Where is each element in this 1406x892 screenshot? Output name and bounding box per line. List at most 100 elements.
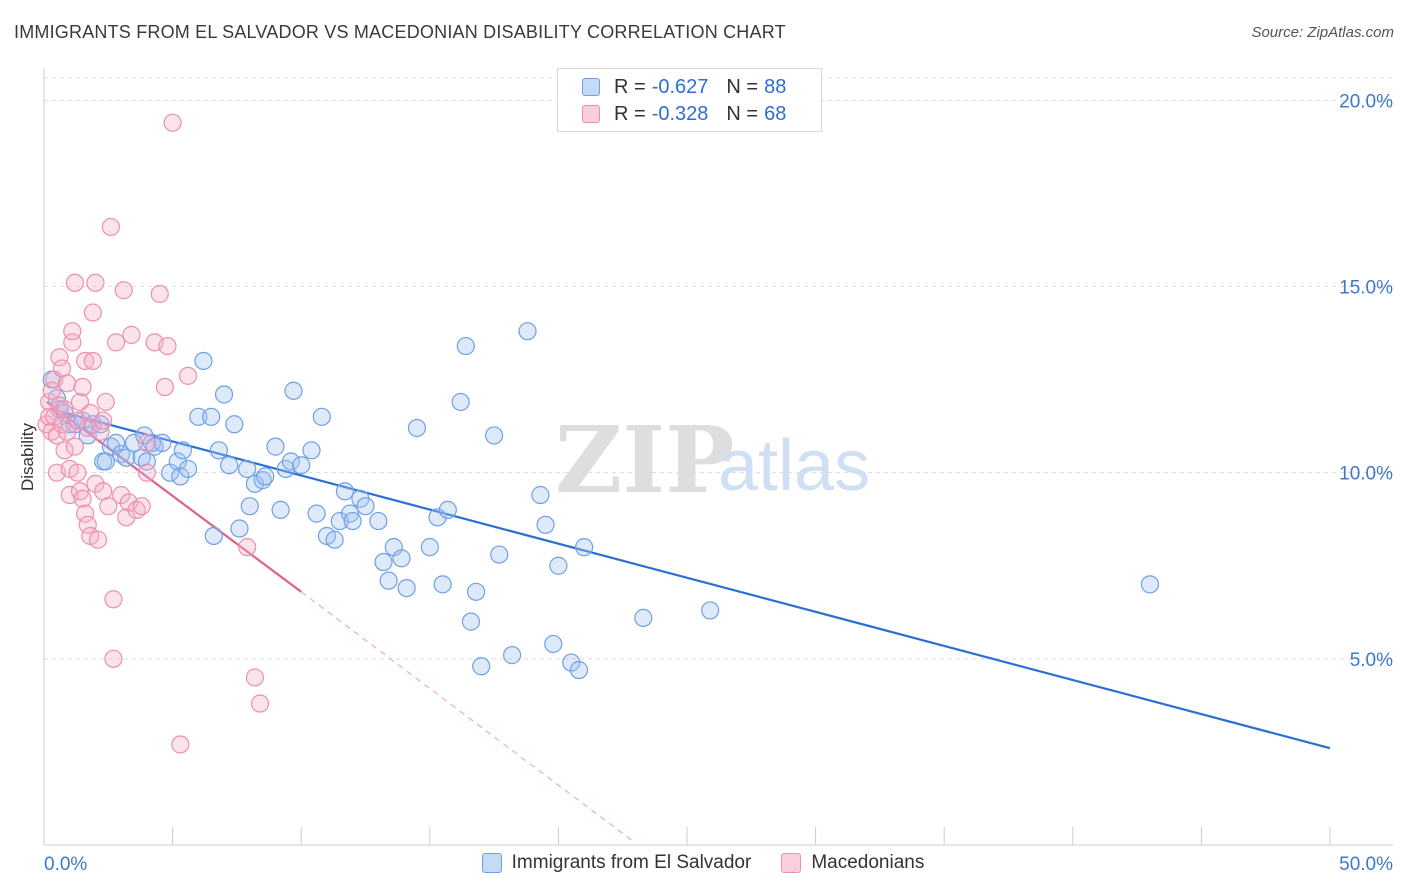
point-macedonian <box>65 437 84 456</box>
point-el-salvador <box>472 657 491 676</box>
point-el-salvador <box>171 467 190 486</box>
point-el-salvador <box>562 653 581 672</box>
point-macedonian <box>112 485 131 505</box>
legend-swatch-pink <box>582 105 600 123</box>
point-el-salvador <box>531 485 550 505</box>
point-macedonian <box>178 366 198 385</box>
point-macedonian <box>65 273 84 292</box>
chart-title: IMMIGRANTS FROM EL SALVADOR VS MACEDONIA… <box>14 22 786 42</box>
series-legend-item-el-salvador: Immigrants from El Salvador <box>481 852 752 874</box>
point-el-salvador <box>503 646 522 665</box>
point-macedonian <box>83 351 102 371</box>
point-el-salvador <box>456 336 475 356</box>
tick-labels: 5.0% 10.0% 15.0% 20.0% 0.0% 50.0% <box>44 91 1393 875</box>
point-el-salvador <box>168 452 187 471</box>
point-el-salvador <box>153 433 172 452</box>
point-el-salvador <box>701 601 720 620</box>
point-el-salvador <box>343 511 362 531</box>
point-el-salvador <box>312 407 331 426</box>
point-macedonian <box>88 530 108 549</box>
y-tick-label: 5.0% <box>1350 650 1393 671</box>
y-tick-label: 15.0% <box>1339 278 1393 299</box>
point-el-salvador <box>292 456 311 475</box>
legend-swatch-blue <box>582 78 600 96</box>
point-macedonian <box>106 333 126 352</box>
point-macedonian <box>137 463 156 482</box>
legend-row-el-salvador: R = -0.627 N = 88 <box>582 75 786 99</box>
trend-line-macedonians-extension <box>300 591 636 844</box>
point-macedonian <box>45 407 64 426</box>
point-el-salvador <box>438 500 457 520</box>
grid-lines <box>44 77 1393 660</box>
point-macedonian <box>114 281 133 300</box>
point-el-salvador <box>485 426 504 445</box>
point-el-salvador <box>544 634 563 654</box>
point-macedonian <box>250 694 270 713</box>
point-el-salvador <box>214 385 234 404</box>
source-label: Source: ZipAtlas.com <box>1251 24 1394 41</box>
series-swatch-blue <box>481 853 502 873</box>
point-macedonian <box>94 411 113 430</box>
legend-r-label: R = <box>614 102 646 125</box>
point-el-salvador <box>420 538 439 557</box>
point-el-salvador <box>240 497 259 516</box>
y-tick-label: 20.0% <box>1339 91 1393 112</box>
point-el-salvador <box>266 437 285 456</box>
point-macedonian <box>163 113 182 132</box>
legend-r-value: -0.627 <box>651 75 709 98</box>
point-el-salvador <box>173 441 192 460</box>
point-macedonian <box>117 508 136 527</box>
point-macedonian <box>76 351 95 371</box>
point-macedonian <box>155 377 174 397</box>
point-el-salvador <box>307 504 326 523</box>
point-macedonian <box>86 474 105 493</box>
point-el-salvador <box>106 433 126 452</box>
point-el-salvador <box>536 515 555 534</box>
point-macedonian <box>86 273 105 292</box>
x-tick-label: 50.0% <box>1339 854 1393 875</box>
legend-n-label: N = <box>726 102 759 125</box>
point-macedonian <box>63 322 82 341</box>
point-el-salvador <box>202 407 221 426</box>
point-macedonian <box>122 325 141 345</box>
legend-n-value: 88 <box>764 75 787 98</box>
point-macedonian <box>137 433 156 452</box>
point-el-salvador <box>575 538 594 557</box>
series-legend-label: Macedonians <box>811 852 925 873</box>
watermark-zip: ZIP <box>555 406 734 514</box>
point-macedonian <box>68 463 87 482</box>
point-el-salvador <box>451 392 470 412</box>
x-tick-label: 0.0% <box>44 854 87 875</box>
point-macedonian <box>132 497 151 516</box>
point-el-salvador <box>117 448 136 467</box>
point-el-salvador <box>634 608 653 627</box>
point-macedonian <box>76 504 95 523</box>
point-macedonian <box>101 217 120 237</box>
point-el-salvador <box>330 511 349 531</box>
point-macedonian <box>245 668 265 687</box>
point-el-salvador <box>135 426 154 445</box>
legend-r-label: R = <box>614 75 646 98</box>
point-el-salvador <box>340 504 360 523</box>
point-el-salvador <box>392 549 411 568</box>
point-el-salvador <box>281 452 301 471</box>
point-el-salvador <box>433 575 452 594</box>
point-macedonian <box>55 441 74 460</box>
axes <box>43 68 1393 846</box>
point-el-salvador <box>271 500 290 520</box>
point-el-salvador <box>569 660 589 680</box>
point-el-salvador <box>194 351 213 371</box>
point-macedonian <box>91 422 110 441</box>
point-macedonian <box>104 590 123 609</box>
series-legend-item-macedonians: Macedonians <box>781 852 924 874</box>
watermark-atlas: atlas <box>718 426 870 506</box>
y-axis-label: Disability <box>18 422 37 491</box>
point-macedonian <box>99 497 118 516</box>
point-el-salvador <box>220 456 239 475</box>
series-legend-label: Immigrants from El Salvador <box>511 852 752 873</box>
point-macedonian <box>70 392 90 412</box>
point-macedonian <box>104 649 123 668</box>
point-el-salvador <box>428 508 447 527</box>
point-macedonian <box>58 422 77 441</box>
point-el-salvador <box>369 511 388 531</box>
